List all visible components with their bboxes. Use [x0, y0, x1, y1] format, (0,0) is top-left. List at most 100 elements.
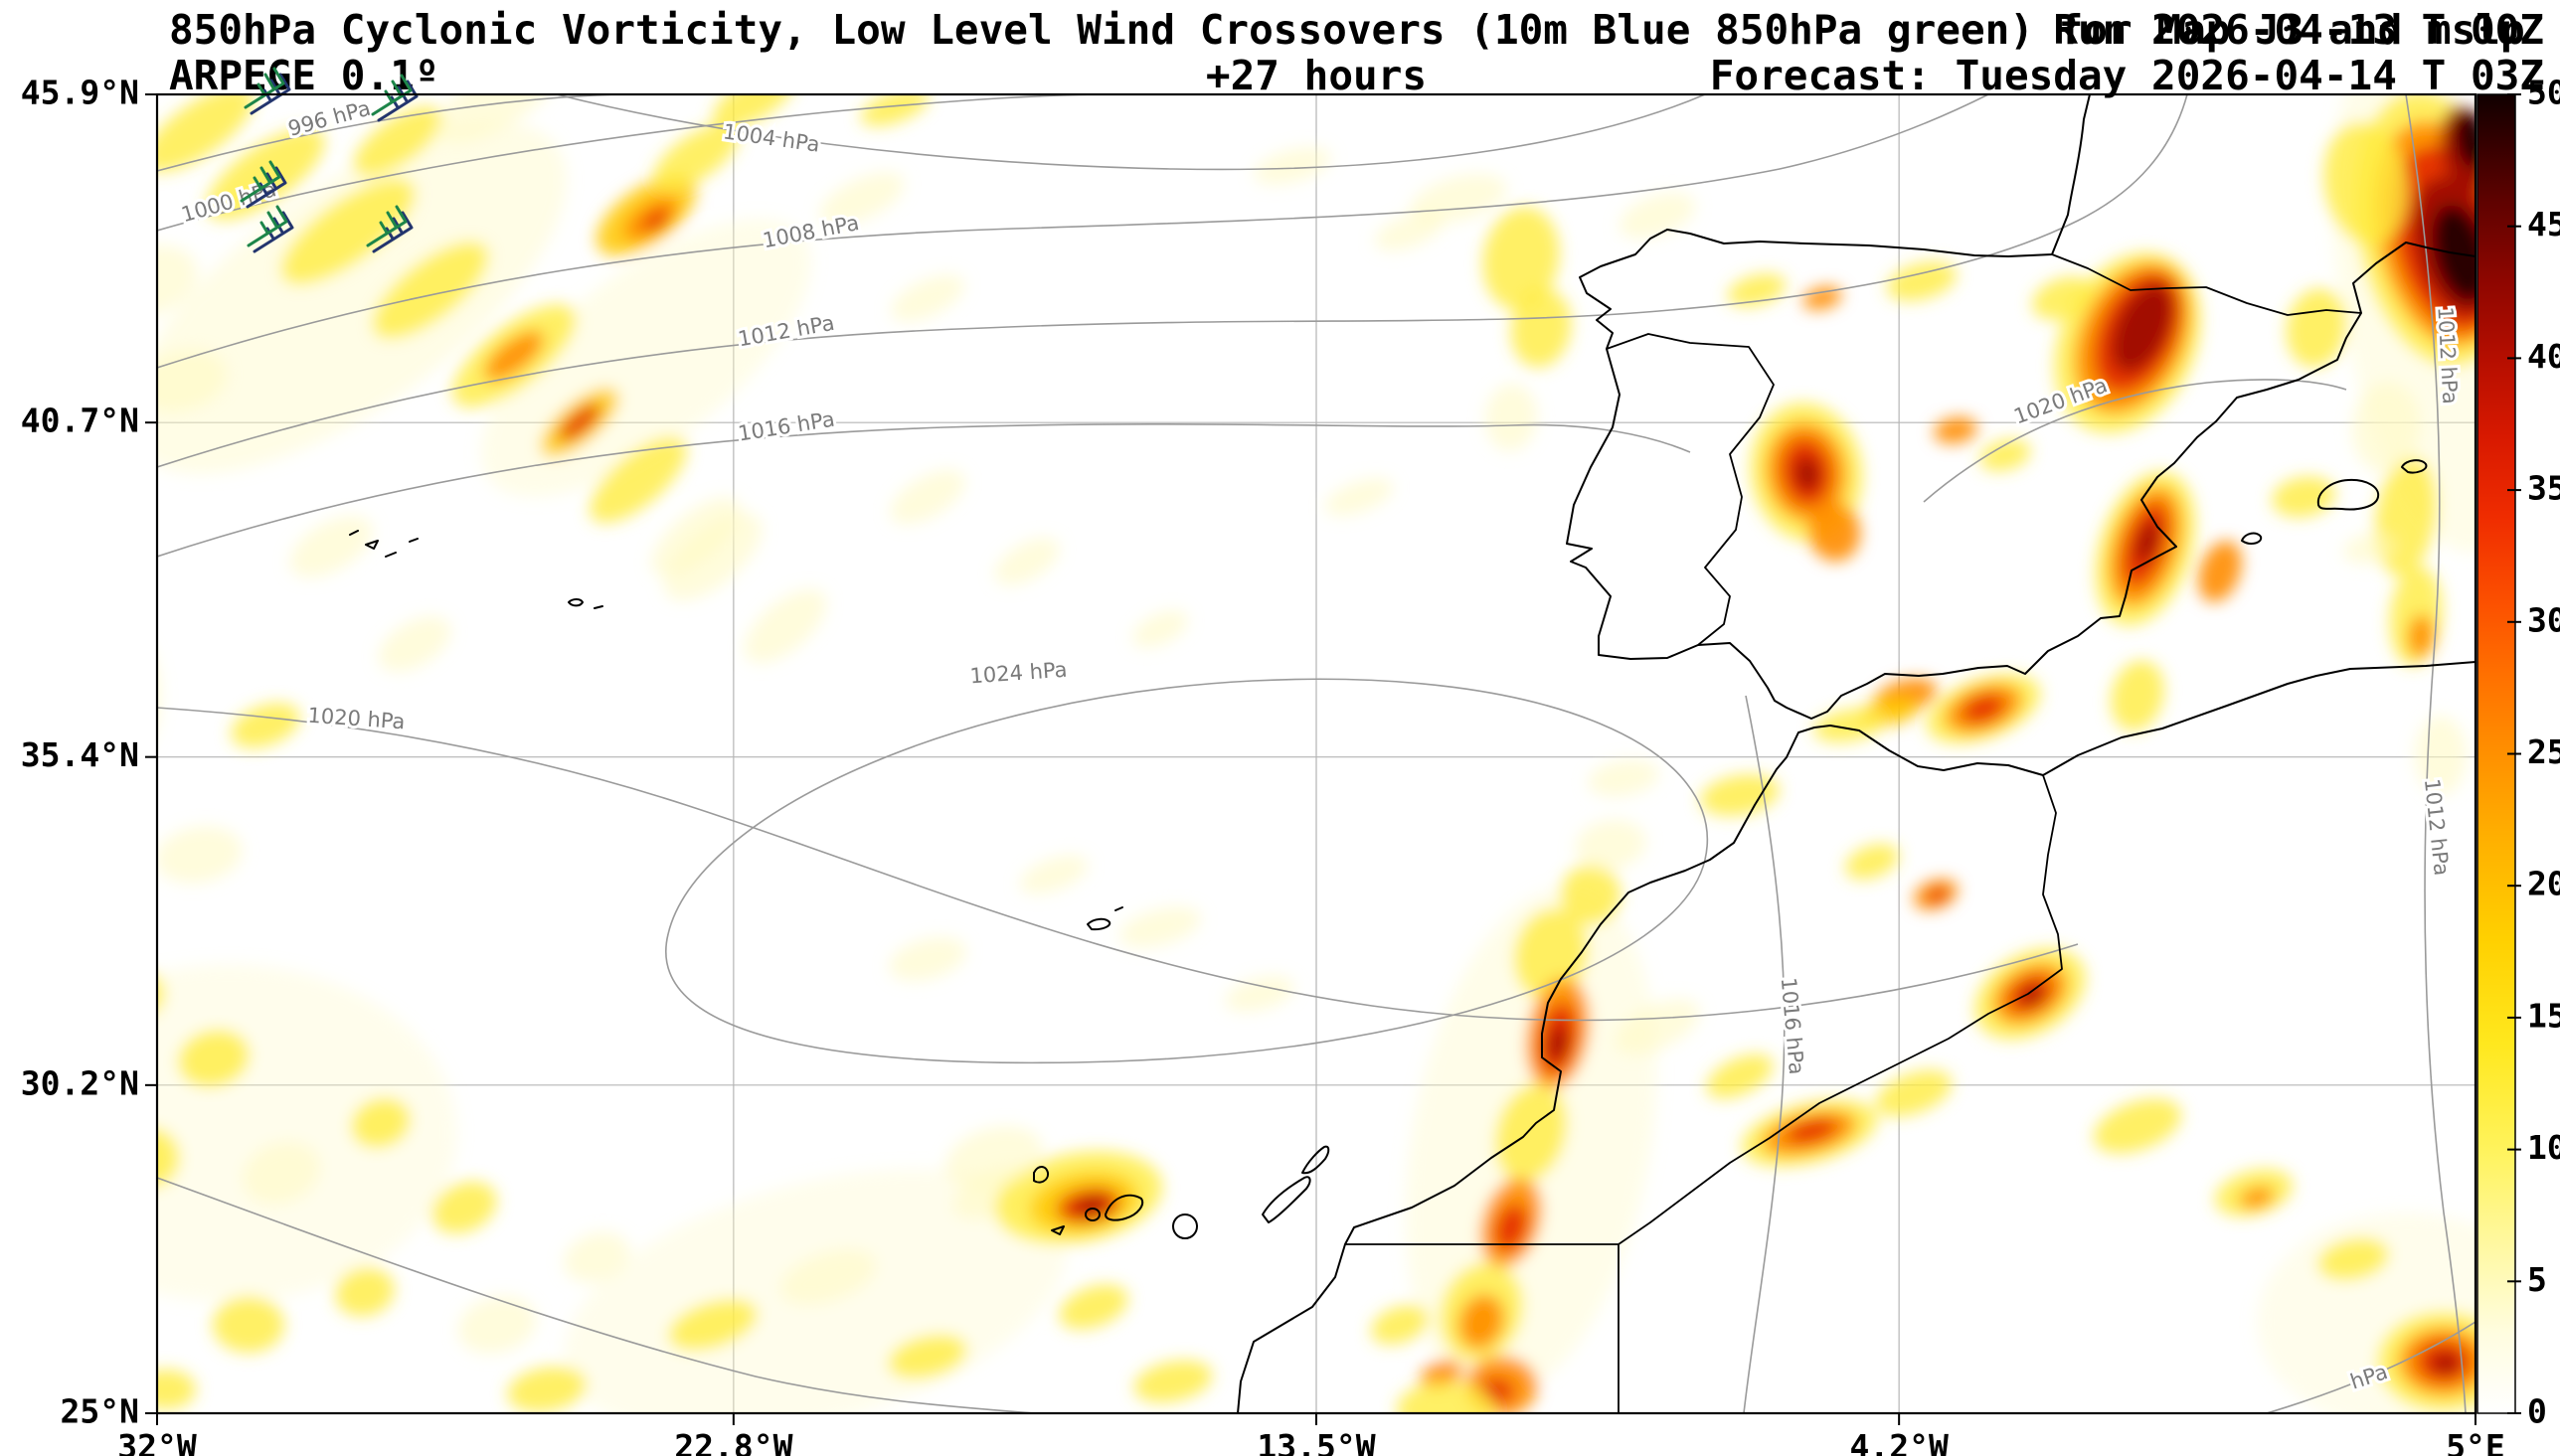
vorticity-blob: [58, 457, 141, 576]
vorticity-blob: [1813, 709, 1885, 742]
vorticity-blob: [1019, 855, 1089, 894]
vorticity-blob: [1802, 286, 1842, 310]
vorticity-blob: [2135, 520, 2159, 564]
vorticity-blob: [1886, 261, 1958, 301]
island-la-palma: [1033, 1166, 1050, 1184]
vorticity-blob: [642, 210, 670, 232]
axis-labels: 32°W 22.8°W 13.5°W 4.2°W 5°E 45.9°N 40.7°N 35.4…: [21, 74, 2505, 1456]
isobar-996: [157, 94, 617, 172]
border-spain-portugal: [1606, 333, 1775, 646]
border-spain-france: [2051, 253, 2362, 316]
isobar-1016-med: [1743, 695, 1786, 1413]
isobar-1012-east: [2405, 94, 2467, 1413]
vorticity-blob: [1495, 1084, 1567, 1182]
vorticity-blob: [890, 469, 965, 525]
vorticity-blob: [1458, 1294, 1504, 1350]
island-menorca: [2401, 459, 2428, 474]
vorticity-blob: [2111, 283, 2174, 373]
colorbar-tick-label: 0: [2527, 1392, 2547, 1431]
vorticity-blob: [2111, 660, 2164, 731]
vorticity-blob: [2286, 288, 2347, 368]
vorticity-heatmap: [58, 94, 2475, 1413]
vorticity-blob: [2198, 541, 2242, 602]
vorticity-blob: [663, 512, 763, 601]
vorticity-blob: [378, 616, 451, 672]
vorticity-blob: [889, 937, 966, 981]
island-la-gomera: [1085, 1208, 1101, 1221]
vorticity-blob: [1133, 1360, 1213, 1403]
island-ibiza: [2241, 532, 2263, 545]
x-tick-label: 22.8°W: [674, 1427, 792, 1456]
vorticity-blob: [157, 1129, 179, 1187]
vorticity-blob: [289, 516, 373, 577]
y-tick-label: 45.9°N: [21, 74, 139, 112]
vorticity-blob: [351, 1098, 411, 1148]
y-tick-label: 30.2°N: [21, 1063, 139, 1102]
vorticity-blob: [590, 436, 687, 524]
vorticity-blob: [890, 274, 965, 322]
vorticity-blob: [819, 172, 905, 226]
colorbar-tick-label: 10: [2527, 1128, 2560, 1167]
vorticity-blob: [1059, 1284, 1128, 1330]
border-western-sahara: [1345, 1243, 1620, 1413]
isobar-bottom-left: [157, 1177, 1035, 1413]
vorticity-blob: [668, 1299, 758, 1351]
vorticity-blob: [1224, 975, 1295, 1013]
vorticity-blob: [157, 977, 164, 1011]
isobar-lines: [157, 94, 2475, 1413]
colorbar-tick-label: 15: [2527, 996, 2560, 1035]
vorticity-blob: [157, 122, 568, 474]
vorticity-blob: [860, 94, 930, 126]
vorticity-blob: [1420, 1360, 1463, 1389]
vorticity-blob: [280, 179, 416, 284]
vorticity-blob: [888, 1335, 967, 1378]
vorticity-blob: [994, 538, 1060, 585]
vorticity-blob: [1962, 694, 2005, 724]
vorticity-blob: [779, 1249, 877, 1305]
islands-azores: [349, 530, 603, 609]
model-label: ARPEGE 0.1º: [169, 52, 439, 99]
colorbar-tick-label: 40: [2527, 337, 2560, 376]
vorticity-blob: [1561, 865, 1621, 924]
vorticity-blob: [2032, 276, 2094, 320]
vorticity-blob: [945, 1126, 1043, 1190]
vorticity-blob: [1494, 1204, 1528, 1251]
vorticity-blob: [507, 1367, 587, 1412]
vorticity-blob: [1706, 1053, 1774, 1099]
x-tick-label: 5°E: [2446, 1427, 2505, 1456]
vorticity-blob: [2407, 614, 2435, 658]
vorticity-blob: [157, 826, 243, 884]
y-tick-label: 35.4°N: [21, 735, 139, 774]
vorticity-blob: [559, 404, 600, 441]
vorticity-blob: [431, 1181, 497, 1234]
vorticity-blob: [1119, 906, 1201, 948]
vorticity-blob: [1324, 478, 1394, 516]
chart-title: 850hPa Cyclonic Vorticity, Low Level Win…: [169, 6, 2525, 54]
island-mallorca: [2316, 478, 2380, 511]
vorticity-blob: [1700, 774, 1780, 816]
island-lanzarote: [1301, 1145, 1330, 1175]
colorbar-tick-label: 45: [2527, 205, 2560, 243]
vorticity-blob: [1845, 844, 1899, 880]
colorbar-ticks: 0 5 10 15 20 25 30 35 40 45 50: [2507, 74, 2560, 1431]
vorticity-blob: [2433, 1354, 2459, 1374]
border-morocco-algeria: [1618, 774, 2063, 1245]
vorticity-blob: [1397, 1381, 1496, 1413]
vorticity-blob: [67, 1282, 122, 1362]
y-tick-label: 25°N: [61, 1392, 139, 1431]
vorticity-blob: [652, 123, 740, 191]
vorticity-blob: [157, 1370, 196, 1409]
island-porto-santo: [1114, 906, 1123, 911]
colorbar: 0 5 10 15 20 25 30 35 40 45 50: [2476, 74, 2560, 1431]
vorticity-blob: [1934, 416, 1977, 444]
isobar-1016: [157, 422, 1691, 558]
vorticity-blob: [2351, 382, 2421, 473]
vorticity-blob: [243, 1141, 320, 1205]
coastline-iberia-france: [1566, 94, 2475, 720]
island-fuerteventura: [1262, 1176, 1311, 1223]
colorbar-tick-label: 50: [2527, 74, 2560, 112]
island-el-hierro: [1051, 1225, 1065, 1235]
coastlines: [349, 94, 2475, 1413]
